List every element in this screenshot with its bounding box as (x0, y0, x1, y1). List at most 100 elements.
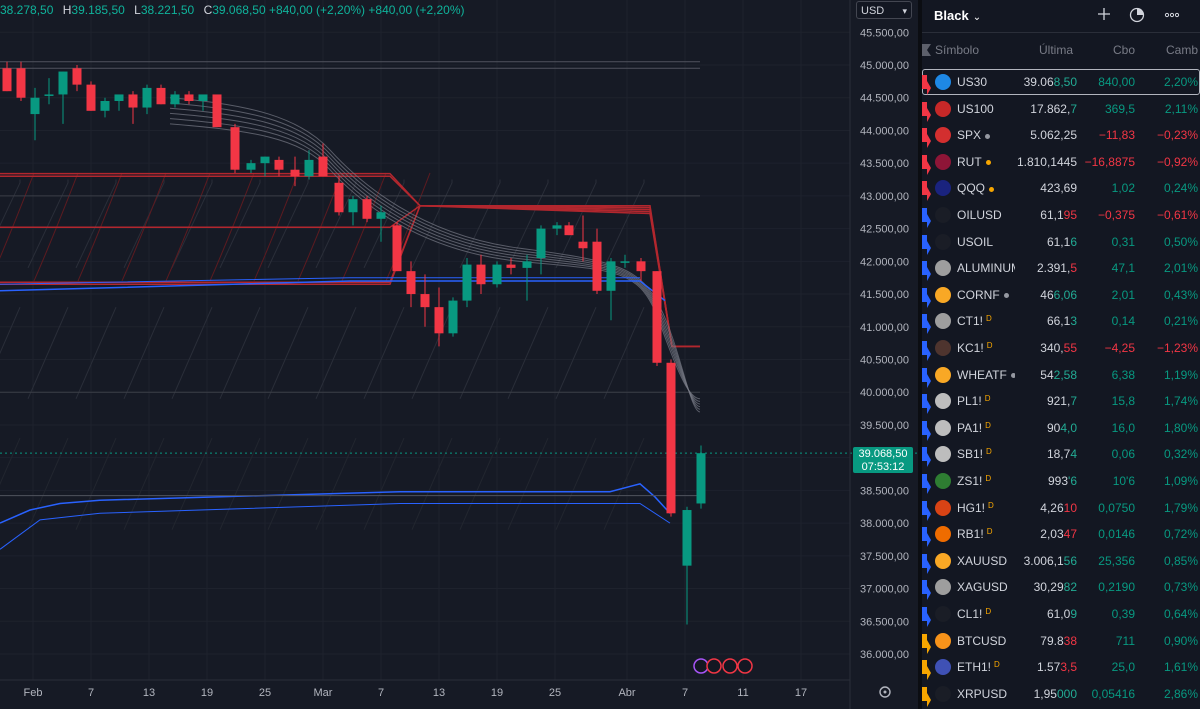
flag-icon[interactable] (922, 686, 931, 707)
flag-icon[interactable] (922, 101, 931, 122)
watchlist-title-button[interactable]: Black ⌄ (934, 8, 981, 23)
column-last[interactable]: Última (1038, 43, 1073, 57)
watchlist-row-pl1[interactable]: PL1! D 921,7 15,8 1,74% (922, 388, 1200, 415)
symbol-logo-icon (935, 579, 951, 596)
watchlist-row-hg1[interactable]: HG1! D 4,2610 0,0750 1,79% (922, 495, 1200, 521)
watchlist-row-qqq[interactable]: QQQ 423,69 1,02 0,24% (922, 175, 1200, 202)
symbol-logo-icon (935, 659, 951, 676)
price-chart[interactable]: 45.500,00 45.000,00 44.500,00 44.000,00 43.5… (0, 0, 918, 709)
flag-icon[interactable] (922, 181, 931, 202)
symbol-name: CL1! D (957, 607, 1015, 621)
indicator-line (219, 179, 261, 269)
flag-icon[interactable] (922, 660, 931, 681)
symbol-logo-icon (935, 100, 951, 117)
flag-column-icon[interactable] (922, 44, 931, 59)
watchlist-row-xrpusd[interactable]: XRPUSD 1,95000 0,05416 2,86% (922, 681, 1200, 707)
flag-icon[interactable] (922, 394, 931, 415)
indicator-line (603, 179, 645, 269)
watchlist-row-pa1[interactable]: PA1! D 904,0 16,0 1,80% (922, 415, 1200, 441)
column-change-pct[interactable]: Camb (1165, 43, 1198, 57)
flag-icon[interactable] (922, 607, 931, 627)
watchlist-row-kc1[interactable]: KC1! D 340,55 −4,25 −1,23% (922, 335, 1200, 361)
flag-icon[interactable] (922, 287, 931, 308)
watchlist-row-sb1[interactable]: SB1! D 18,74 0,06 0,32% (922, 441, 1200, 468)
watchlist-row-btcusd[interactable]: BTCUSD 79.838 711 0,90% (922, 628, 1200, 654)
last-price-main: 2.391, (1036, 261, 1071, 276)
watchlist-row-xauusd[interactable]: XAUUSD 3.006,156 25,356 0,85% (922, 548, 1200, 574)
watchlist-row-us30[interactable]: US30 39.068,50 840,00 2,20% (922, 69, 1200, 95)
flag-icon[interactable] (922, 420, 931, 441)
column-change[interactable]: Cbo (1112, 43, 1135, 57)
watchlist-row-cornf[interactable]: CORNF 466,06 2,01 0,43% (922, 282, 1200, 308)
flag-icon[interactable] (922, 208, 931, 228)
indicator-line (253, 172, 299, 282)
flag-icon[interactable] (922, 341, 931, 361)
watchlist-row-ct1[interactable]: CT1! D 66,13 0,14 0,21% (922, 308, 1200, 335)
flag-icon[interactable] (922, 527, 931, 548)
indicator-line (267, 306, 309, 399)
last-price: 423,69 (1040, 181, 1077, 195)
flag-icon[interactable] (922, 154, 931, 175)
price-axis-label: 38.000,00 (860, 518, 909, 530)
candle-body (536, 228, 546, 259)
flag-icon[interactable] (922, 128, 931, 149)
change-value: 0,31 (1111, 234, 1135, 249)
watchlist-row-spx[interactable]: SPX 5.062,25 −11,83 −0,23% (922, 122, 1200, 149)
flag-icon[interactable] (922, 75, 931, 95)
candle-body (376, 212, 386, 219)
more-options-icon[interactable] (1162, 6, 1182, 26)
flag-icon[interactable] (922, 367, 931, 388)
advanced-view-icon[interactable] (1127, 6, 1147, 26)
symbol-label: BTCUSD (957, 633, 1007, 648)
symbol-label: PA1! (957, 420, 983, 435)
watchlist-row-cl1[interactable]: CL1! D 61,09 0,39 0,64% (922, 601, 1200, 627)
watchlist-row-zs1[interactable]: ZS1! D 993'6 10'6 1,09% (922, 468, 1200, 494)
flag-icon[interactable] (922, 553, 931, 574)
flag-icon[interactable] (922, 580, 931, 601)
chart-pane[interactable]: 45.500,00 45.000,00 44.500,00 44.000,00 43.5… (0, 0, 918, 709)
last-price: 3.006,156 (1024, 554, 1077, 568)
pane-divider[interactable] (918, 0, 922, 709)
last-price-tick: 5 (1070, 261, 1077, 276)
symbol-label: XAGUSD (957, 580, 1008, 595)
flag-icon[interactable] (922, 474, 931, 494)
watchlist-row-xagusd[interactable]: XAGUSD 30,2982 0,2190 0,73% (922, 574, 1200, 601)
indicator-line (219, 437, 261, 530)
flag-icon[interactable] (922, 261, 931, 282)
flag-icon[interactable] (922, 500, 931, 521)
bar-countdown: 07:53:12 (861, 461, 905, 473)
change-value: 6,38 (1111, 367, 1135, 382)
last-price-main: 921, (1046, 394, 1071, 409)
watchlist-row-wheatf[interactable]: WHEATF 542,58 6,38 1,19% (922, 362, 1200, 388)
change-percent: 2,01% (1163, 261, 1198, 276)
price-axis-label: 36.000,00 (860, 649, 909, 661)
price-axis-label: 38.500,00 (860, 485, 909, 497)
indicator-line (171, 179, 213, 269)
flag-icon[interactable] (922, 314, 931, 335)
candle-body (620, 261, 630, 263)
watchlist-row-rut[interactable]: RUT 1.810,1445 −16,8875 −0,92% (922, 149, 1200, 175)
last-price: 921,7 (1047, 394, 1077, 408)
flag-icon[interactable] (922, 633, 931, 654)
watchlist-row-usoil[interactable]: USOIL 61,16 0,31 0,50% (922, 229, 1200, 255)
watchlist-row-rb1[interactable]: RB1! D 2,0347 0,0146 0,72% (922, 521, 1200, 548)
watchlist-row-us100[interactable]: US100 17.862,7 369,5 2,11% (922, 96, 1200, 122)
indicator-line (27, 437, 69, 530)
watchlist-row-oilusd[interactable]: OILUSD 61,195 −0,375 −0,61% (922, 202, 1200, 228)
symbol-logo-icon (935, 606, 951, 622)
watchlist-row-eth1[interactable]: ETH1! D 1.573,5 25,0 1,61% (922, 654, 1200, 681)
column-symbol[interactable]: Símbolo (935, 43, 980, 57)
indicator-line (507, 437, 549, 530)
symbol-label: US100 (957, 101, 994, 116)
last-price-tick: '6 (1068, 474, 1077, 488)
flag-icon[interactable] (922, 447, 931, 468)
last-price-tick: 10 (1063, 500, 1077, 515)
last-price-tick: 56 (1063, 553, 1077, 568)
watchlist-row-aluminum[interactable]: ALUMINUM 2.391,5 47,1 2,01% (922, 255, 1200, 282)
candle-body (682, 510, 692, 566)
add-symbol-icon[interactable] (1094, 6, 1114, 26)
flag-icon[interactable] (922, 234, 931, 255)
indicator-line (165, 172, 211, 282)
currency-select[interactable]: USD ▾ (856, 1, 912, 19)
indicator-line (315, 437, 357, 530)
